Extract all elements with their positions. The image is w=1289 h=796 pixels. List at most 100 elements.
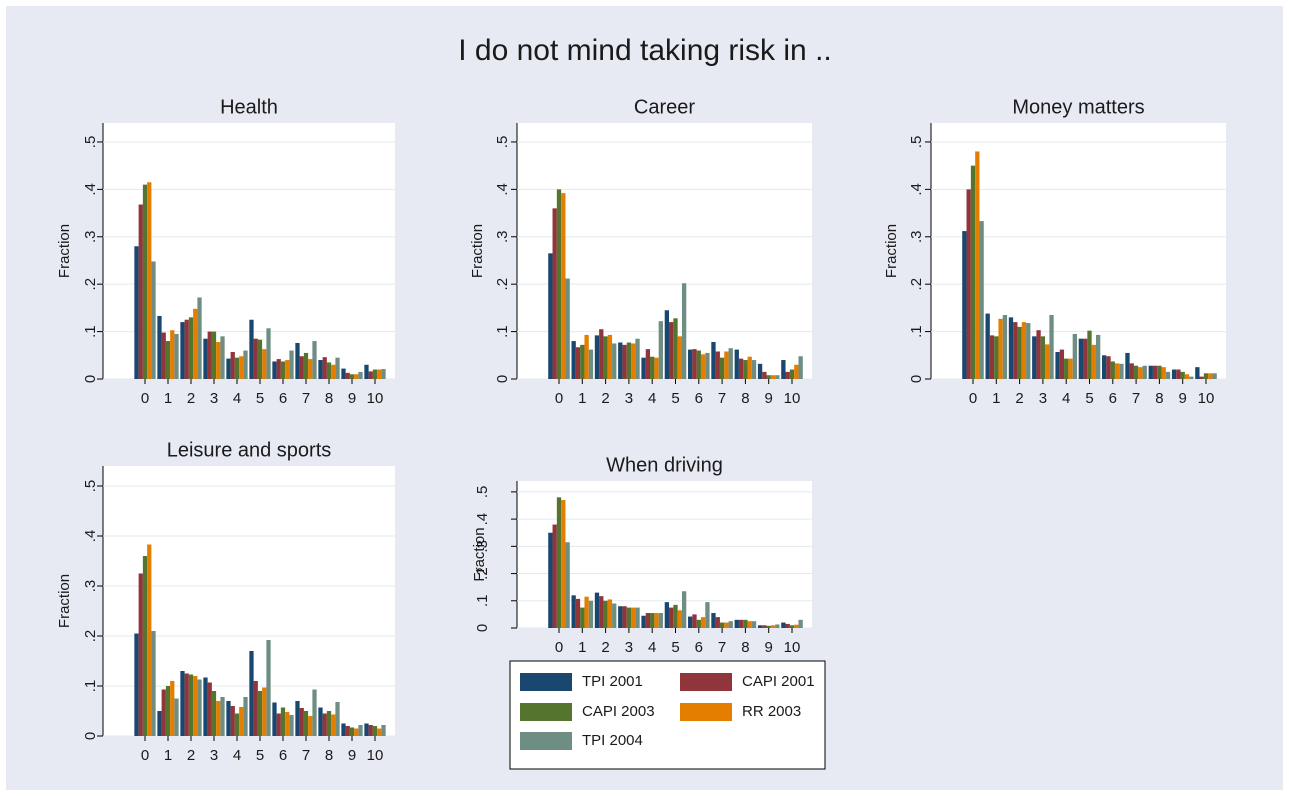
bar: [775, 375, 780, 379]
bar: [1040, 336, 1046, 379]
bar: [280, 361, 286, 379]
bar: [775, 624, 780, 628]
bar: [193, 308, 198, 379]
legend-swatch: [520, 732, 572, 750]
bar: [738, 619, 744, 628]
bar: [766, 375, 771, 379]
x-tick-label: 9: [765, 390, 773, 407]
y-tick-label: .4: [82, 183, 99, 196]
bar: [358, 371, 363, 379]
bar: [349, 727, 355, 736]
bar: [669, 322, 674, 379]
x-tick-label: 9: [1179, 390, 1187, 407]
bar: [645, 613, 651, 628]
bar: [711, 342, 716, 379]
bar: [1157, 365, 1162, 379]
x-tick-label: 4: [233, 747, 241, 764]
bar: [226, 701, 231, 736]
y-tick-label: 0: [908, 375, 925, 383]
bar: [142, 184, 148, 379]
bar: [381, 725, 386, 736]
bar: [688, 349, 693, 379]
x-tick-label: 3: [210, 747, 218, 764]
bar: [1110, 361, 1115, 379]
bar: [631, 343, 636, 379]
bar: [673, 604, 678, 628]
bar: [1184, 374, 1190, 379]
bar: [1195, 367, 1200, 379]
bar: [174, 698, 179, 736]
bar: [345, 372, 350, 379]
x-tick-label: 1: [164, 390, 172, 407]
bar: [798, 619, 803, 628]
bar: [658, 321, 663, 379]
bar: [331, 364, 336, 379]
bar: [220, 697, 225, 736]
bar: [571, 341, 576, 379]
y-tick-label: .3: [474, 540, 491, 553]
y-tick-label: .2: [474, 567, 491, 580]
bar: [308, 716, 313, 736]
x-tick-label: 7: [718, 639, 726, 656]
bar: [681, 591, 687, 628]
bar: [635, 607, 640, 628]
y-tick-label: .1: [82, 325, 99, 338]
x-tick-label: 0: [141, 747, 149, 764]
x-tick-label: 4: [1062, 390, 1070, 407]
bar: [170, 681, 175, 736]
bar: [216, 701, 221, 736]
bar: [641, 615, 646, 628]
bar: [312, 341, 317, 379]
bar: [295, 342, 300, 379]
bar: [345, 726, 350, 736]
bar: [335, 702, 340, 736]
x-tick-label: 0: [141, 390, 149, 407]
bar: [239, 356, 244, 379]
bar: [631, 607, 636, 628]
bar: [998, 318, 1003, 379]
bar: [743, 619, 748, 628]
y-tick-label: .1: [908, 325, 925, 338]
bar: [747, 621, 752, 628]
bar: [1129, 363, 1134, 379]
bar: [257, 339, 263, 379]
bar: [751, 621, 757, 628]
bar: [1138, 367, 1143, 379]
x-tick-label: 6: [279, 747, 287, 764]
bar: [216, 342, 221, 379]
bar: [1208, 373, 1213, 379]
bar: [377, 369, 382, 379]
y-tick-label: 0: [82, 375, 99, 383]
bar: [184, 673, 189, 736]
panel-title: When driving: [606, 454, 723, 476]
bar: [381, 369, 386, 379]
bar: [253, 681, 258, 736]
x-tick-label: 6: [1109, 390, 1117, 407]
bar: [785, 371, 790, 379]
bar: [626, 342, 632, 379]
bar: [341, 368, 346, 379]
legend-label: RR 2003: [742, 703, 801, 720]
x-tick-label: 7: [1132, 390, 1140, 407]
x-tick-label: 8: [741, 639, 749, 656]
bar: [303, 711, 309, 736]
bar: [762, 371, 767, 379]
bar: [719, 622, 725, 628]
x-tick-label: 3: [625, 390, 633, 407]
y-axis-label: Fraction: [471, 527, 488, 581]
bar: [571, 595, 576, 628]
bar: [548, 253, 553, 379]
y-tick-label: .5: [82, 136, 99, 149]
panel-title: Health: [220, 96, 278, 118]
bar: [1008, 317, 1014, 379]
bar: [626, 607, 632, 628]
bar: [1171, 369, 1177, 379]
bar: [1114, 363, 1120, 379]
bar: [1036, 330, 1041, 379]
bar: [798, 356, 803, 379]
bar: [1148, 365, 1153, 379]
legend-label: TPI 2004: [582, 732, 643, 749]
bar: [147, 544, 152, 736]
x-tick-label: 3: [625, 639, 633, 656]
bar: [1083, 338, 1088, 379]
